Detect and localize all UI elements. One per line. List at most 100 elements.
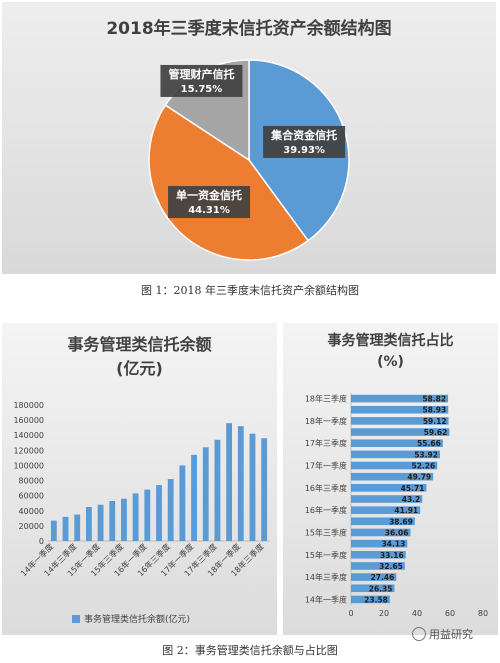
- x-tick-label: 40: [412, 609, 422, 618]
- x-tick-label: 80: [478, 609, 488, 618]
- hbar-value-label: 38.69: [389, 517, 413, 526]
- hbar-value-label: 58.93: [423, 406, 447, 415]
- hbar: [351, 405, 449, 414]
- pie-label-box: [168, 186, 251, 219]
- y-tick-label: 160000: [13, 416, 44, 425]
- bar: [132, 493, 139, 541]
- y-tick-label: 40000: [19, 507, 44, 516]
- pie-label-value: 39.93%: [283, 145, 325, 156]
- hbar-chart: 23.58 26.35 27.46 32.65 33.16 34.13 36.06 38.69…: [305, 393, 488, 618]
- hbar-value-label: 58.82: [422, 395, 446, 404]
- pie-label-box: [160, 64, 243, 97]
- y-tick-label: 0: [39, 537, 44, 546]
- bar: [62, 516, 69, 541]
- hbar: [351, 417, 449, 425]
- pie-label-box: [263, 125, 346, 158]
- hbar: [351, 484, 427, 492]
- hbar: [351, 450, 440, 459]
- y-tick-label: 18年三季度: [305, 394, 347, 404]
- x-tick-label: 20: [379, 609, 389, 618]
- y-tick-label: 100000: [13, 461, 44, 470]
- hbar-chart-title-line2: (%): [377, 354, 404, 370]
- hbar-value-label: 43.2: [402, 495, 421, 504]
- y-tick-label: 80000: [19, 477, 44, 486]
- bar: [226, 423, 233, 541]
- hbar: [351, 461, 438, 470]
- hbar: [351, 439, 443, 448]
- wechat-logo-icon: [412, 627, 426, 641]
- hbar-chart-panel: 事务管理类信托占比 (%) 23.58 26.35 27.46 32.65 33.16 3…: [283, 323, 498, 635]
- hbar: [351, 584, 395, 593]
- hbar-value-label: 27.46: [371, 573, 395, 582]
- y-tick-label: 14年一季度: [305, 594, 347, 604]
- hbar: [351, 562, 405, 570]
- hbar-value-label: 33.16: [380, 551, 404, 560]
- y-tick-label: 15年一季度: [305, 550, 347, 560]
- hbar-value-label: 59.62: [424, 428, 448, 437]
- y-tick-label: 14年三季度: [305, 572, 347, 582]
- bar: [249, 433, 256, 541]
- bar: [74, 514, 81, 541]
- bar: [156, 485, 162, 541]
- bar: [214, 439, 221, 541]
- figure-1-caption: 图 1：2018 年三季度末信托资产余额结构图: [141, 284, 359, 297]
- hbar: [351, 495, 423, 503]
- pie-chart-panel: 2018年三季度末信托资产余额结构图 集合资金信托 39.93% 单一资金信托 44.…: [2, 2, 496, 274]
- hbar-value-label: 49.79: [407, 473, 431, 482]
- bar: [144, 489, 151, 541]
- pie-data-label: 集合资金信托 39.93%: [263, 125, 346, 158]
- hbar: [351, 506, 421, 514]
- pie-data-label: 管理财产信托 15.75%: [160, 64, 243, 97]
- hbar: [351, 428, 450, 436]
- bar-chart-legend: 事务管理类信托余额(亿元): [72, 612, 190, 625]
- bar: [121, 498, 127, 541]
- bar-chart-title-line1: 事务管理类信托余额: [67, 335, 212, 354]
- bar: [179, 465, 186, 541]
- x-tick-label: 60: [445, 609, 455, 618]
- hbar: [351, 528, 411, 537]
- y-tick-label: 180000: [13, 401, 44, 410]
- hbar: [351, 472, 434, 481]
- y-tick-label: 15年三季度: [305, 527, 347, 537]
- y-tick-label: 60000: [19, 492, 44, 501]
- hbar-value-label: 53.92: [414, 450, 438, 459]
- hbar-chart-title-line1: 事务管理类信托占比: [327, 333, 454, 349]
- hbar-value-label: 32.65: [379, 562, 403, 571]
- hbar-value-label: 41.91: [394, 506, 418, 515]
- watermark-text: 用益研究: [429, 628, 473, 641]
- hbar-value-label: 34.13: [382, 540, 406, 549]
- bar: [85, 507, 92, 541]
- hbar-chart-title: 事务管理类信托占比 (%): [283, 331, 498, 373]
- y-tick-label: 20000: [19, 522, 44, 531]
- pie-label-value: 44.31%: [188, 205, 230, 216]
- hbar-value-label: 36.06: [385, 528, 409, 537]
- hbar: [351, 550, 406, 559]
- hbar: [351, 539, 408, 548]
- pie-chart-title: 2018年三季度末信托资产余额结构图: [106, 19, 392, 39]
- bar: [261, 438, 268, 541]
- hbar-value-label: 52.26: [411, 462, 435, 471]
- hbar-value-label: 26.35: [369, 584, 393, 593]
- bar: [191, 454, 197, 541]
- bar-chart-panel: 事务管理类信托余额 (亿元) 0 20000 40000 60000 80000 1000…: [2, 323, 277, 635]
- legend-label: 事务管理类信托余额(亿元): [84, 615, 191, 625]
- bar: [50, 520, 57, 541]
- pie-data-label: 单一资金信托 44.31%: [168, 186, 251, 219]
- bar: [167, 479, 174, 541]
- pie-label-name: 管理财产信托: [168, 67, 234, 81]
- y-tick-label: 18年一季度: [305, 416, 347, 426]
- y-tick-label: 120000: [13, 446, 44, 455]
- y-tick-label: 140000: [13, 431, 44, 440]
- hbar-value-label: 45.71: [401, 484, 425, 493]
- pie-slice: [148, 104, 310, 261]
- x-tick-label: 0: [348, 609, 353, 618]
- y-tick-label: 17年一季度: [305, 461, 347, 471]
- hbar-value-label: 23.58: [364, 595, 388, 604]
- hbar-value-label: 59.12: [423, 417, 447, 426]
- y-tick-label: 16年一季度: [305, 505, 347, 515]
- y-tick-label: 16年三季度: [305, 483, 347, 493]
- watermark: 用益研究: [412, 626, 473, 642]
- bar-chart-title-line2: (亿元): [116, 359, 163, 378]
- y-tick-label: 17年三季度: [305, 438, 347, 448]
- figure-2-caption: 图 2：事务管理类信托余额与占比图: [162, 644, 338, 657]
